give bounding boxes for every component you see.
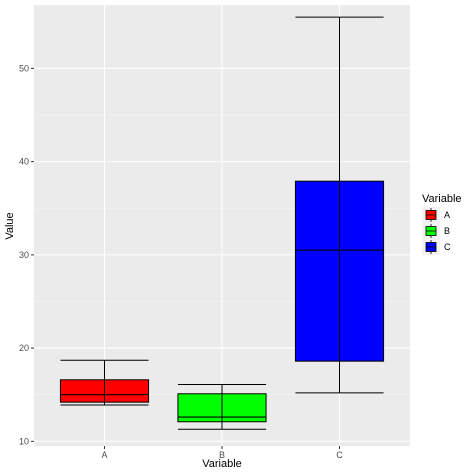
box-B — [177, 383, 267, 430]
x-tick-label: A — [101, 450, 107, 460]
legend-title: Variable — [422, 193, 462, 205]
legend-label: A — [444, 210, 450, 220]
box-C — [294, 16, 385, 394]
legend-item-A: A — [422, 207, 450, 223]
y-tick-label: 40 — [19, 157, 29, 167]
legend: Variable ABC — [422, 193, 462, 255]
y-tick-label: 30 — [19, 250, 29, 260]
legend-label: C — [444, 242, 451, 252]
x-axis-ticks: A B C — [101, 446, 343, 460]
x-axis-title: Variable — [202, 458, 242, 470]
x-tick-label: C — [336, 450, 343, 460]
legend-items: ABC — [422, 207, 451, 255]
legend-label: B — [444, 226, 450, 236]
x-tick-label: B — [219, 450, 225, 460]
legend-item-B: B — [422, 223, 450, 239]
y-tick-label: 50 — [19, 63, 29, 73]
y-axis-ticks: 10 20 30 40 50 — [19, 63, 34, 446]
legend-item-C: C — [422, 239, 451, 255]
box-A — [59, 359, 150, 406]
y-tick-label: 20 — [19, 343, 29, 353]
y-axis-title: Value — [4, 212, 16, 239]
boxplot-series — [59, 16, 385, 430]
y-tick-label: 10 — [19, 436, 29, 446]
